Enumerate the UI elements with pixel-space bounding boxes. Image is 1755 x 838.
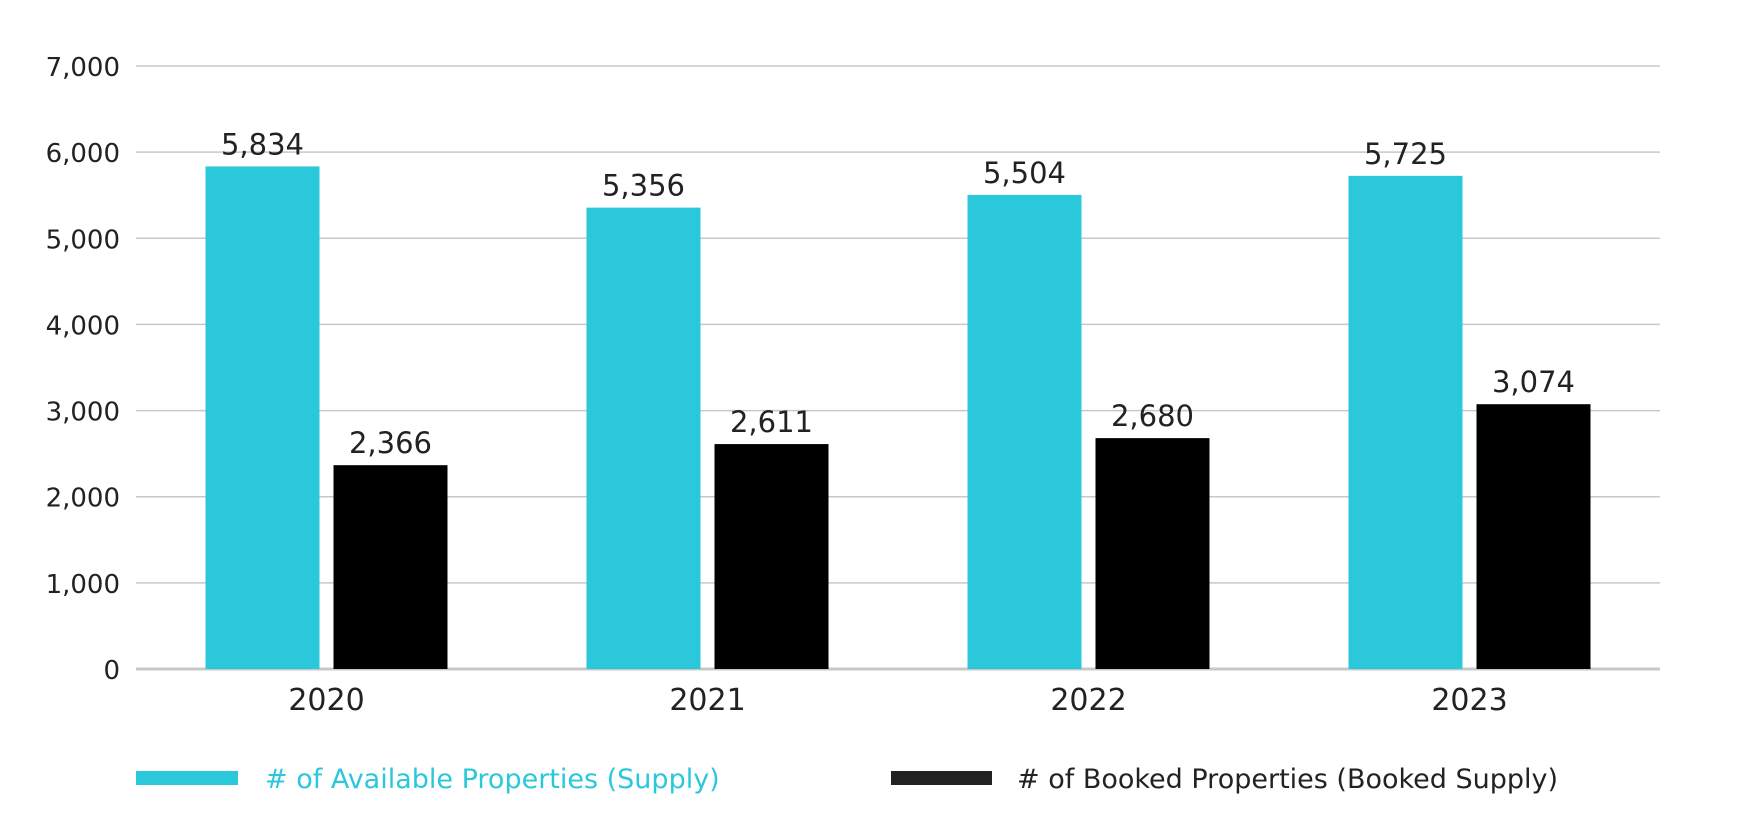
legend-swatch-booked [891, 771, 992, 785]
bar-booked-2022 [1095, 438, 1210, 669]
data-label: 2,611 [730, 405, 813, 439]
y-tick-label: 3,000 [46, 398, 120, 428]
bar-supply-2023 [1348, 175, 1463, 669]
y-tick-label: 6,000 [46, 139, 120, 169]
data-label: 5,356 [602, 169, 685, 203]
data-label: 5,834 [221, 127, 304, 161]
data-label: 5,504 [983, 156, 1066, 190]
x-tick-label: 2020 [288, 683, 364, 718]
bar-supply-2020 [205, 166, 320, 669]
bar-booked-2020 [333, 465, 448, 669]
x-tick-label: 2021 [669, 683, 745, 718]
data-label: 2,680 [1111, 399, 1194, 433]
data-label: 3,074 [1492, 365, 1575, 399]
y-tick-label: 5,000 [46, 225, 120, 255]
bar-booked-2023 [1476, 404, 1591, 669]
legend-label-booked: # of Booked Properties (Booked Supply) [1017, 764, 1558, 795]
data-label: 5,725 [1364, 137, 1447, 171]
x-tick-label: 2022 [1050, 683, 1126, 718]
x-tick-label: 2023 [1431, 683, 1507, 718]
y-tick-label: 2,000 [46, 484, 120, 514]
bar-supply-2021 [586, 207, 701, 670]
y-tick-label: 7,000 [46, 53, 120, 83]
y-tick-label: 4,000 [46, 311, 120, 341]
data-label: 2,366 [349, 426, 432, 460]
legend-label-supply: # of Available Properties (Supply) [265, 764, 720, 795]
bar-booked-2021 [714, 444, 829, 669]
y-tick-label: 0 [103, 656, 120, 686]
legend-swatch-supply [136, 771, 238, 785]
bar-supply-2022 [967, 194, 1082, 669]
y-tick-label: 1,000 [46, 570, 120, 600]
